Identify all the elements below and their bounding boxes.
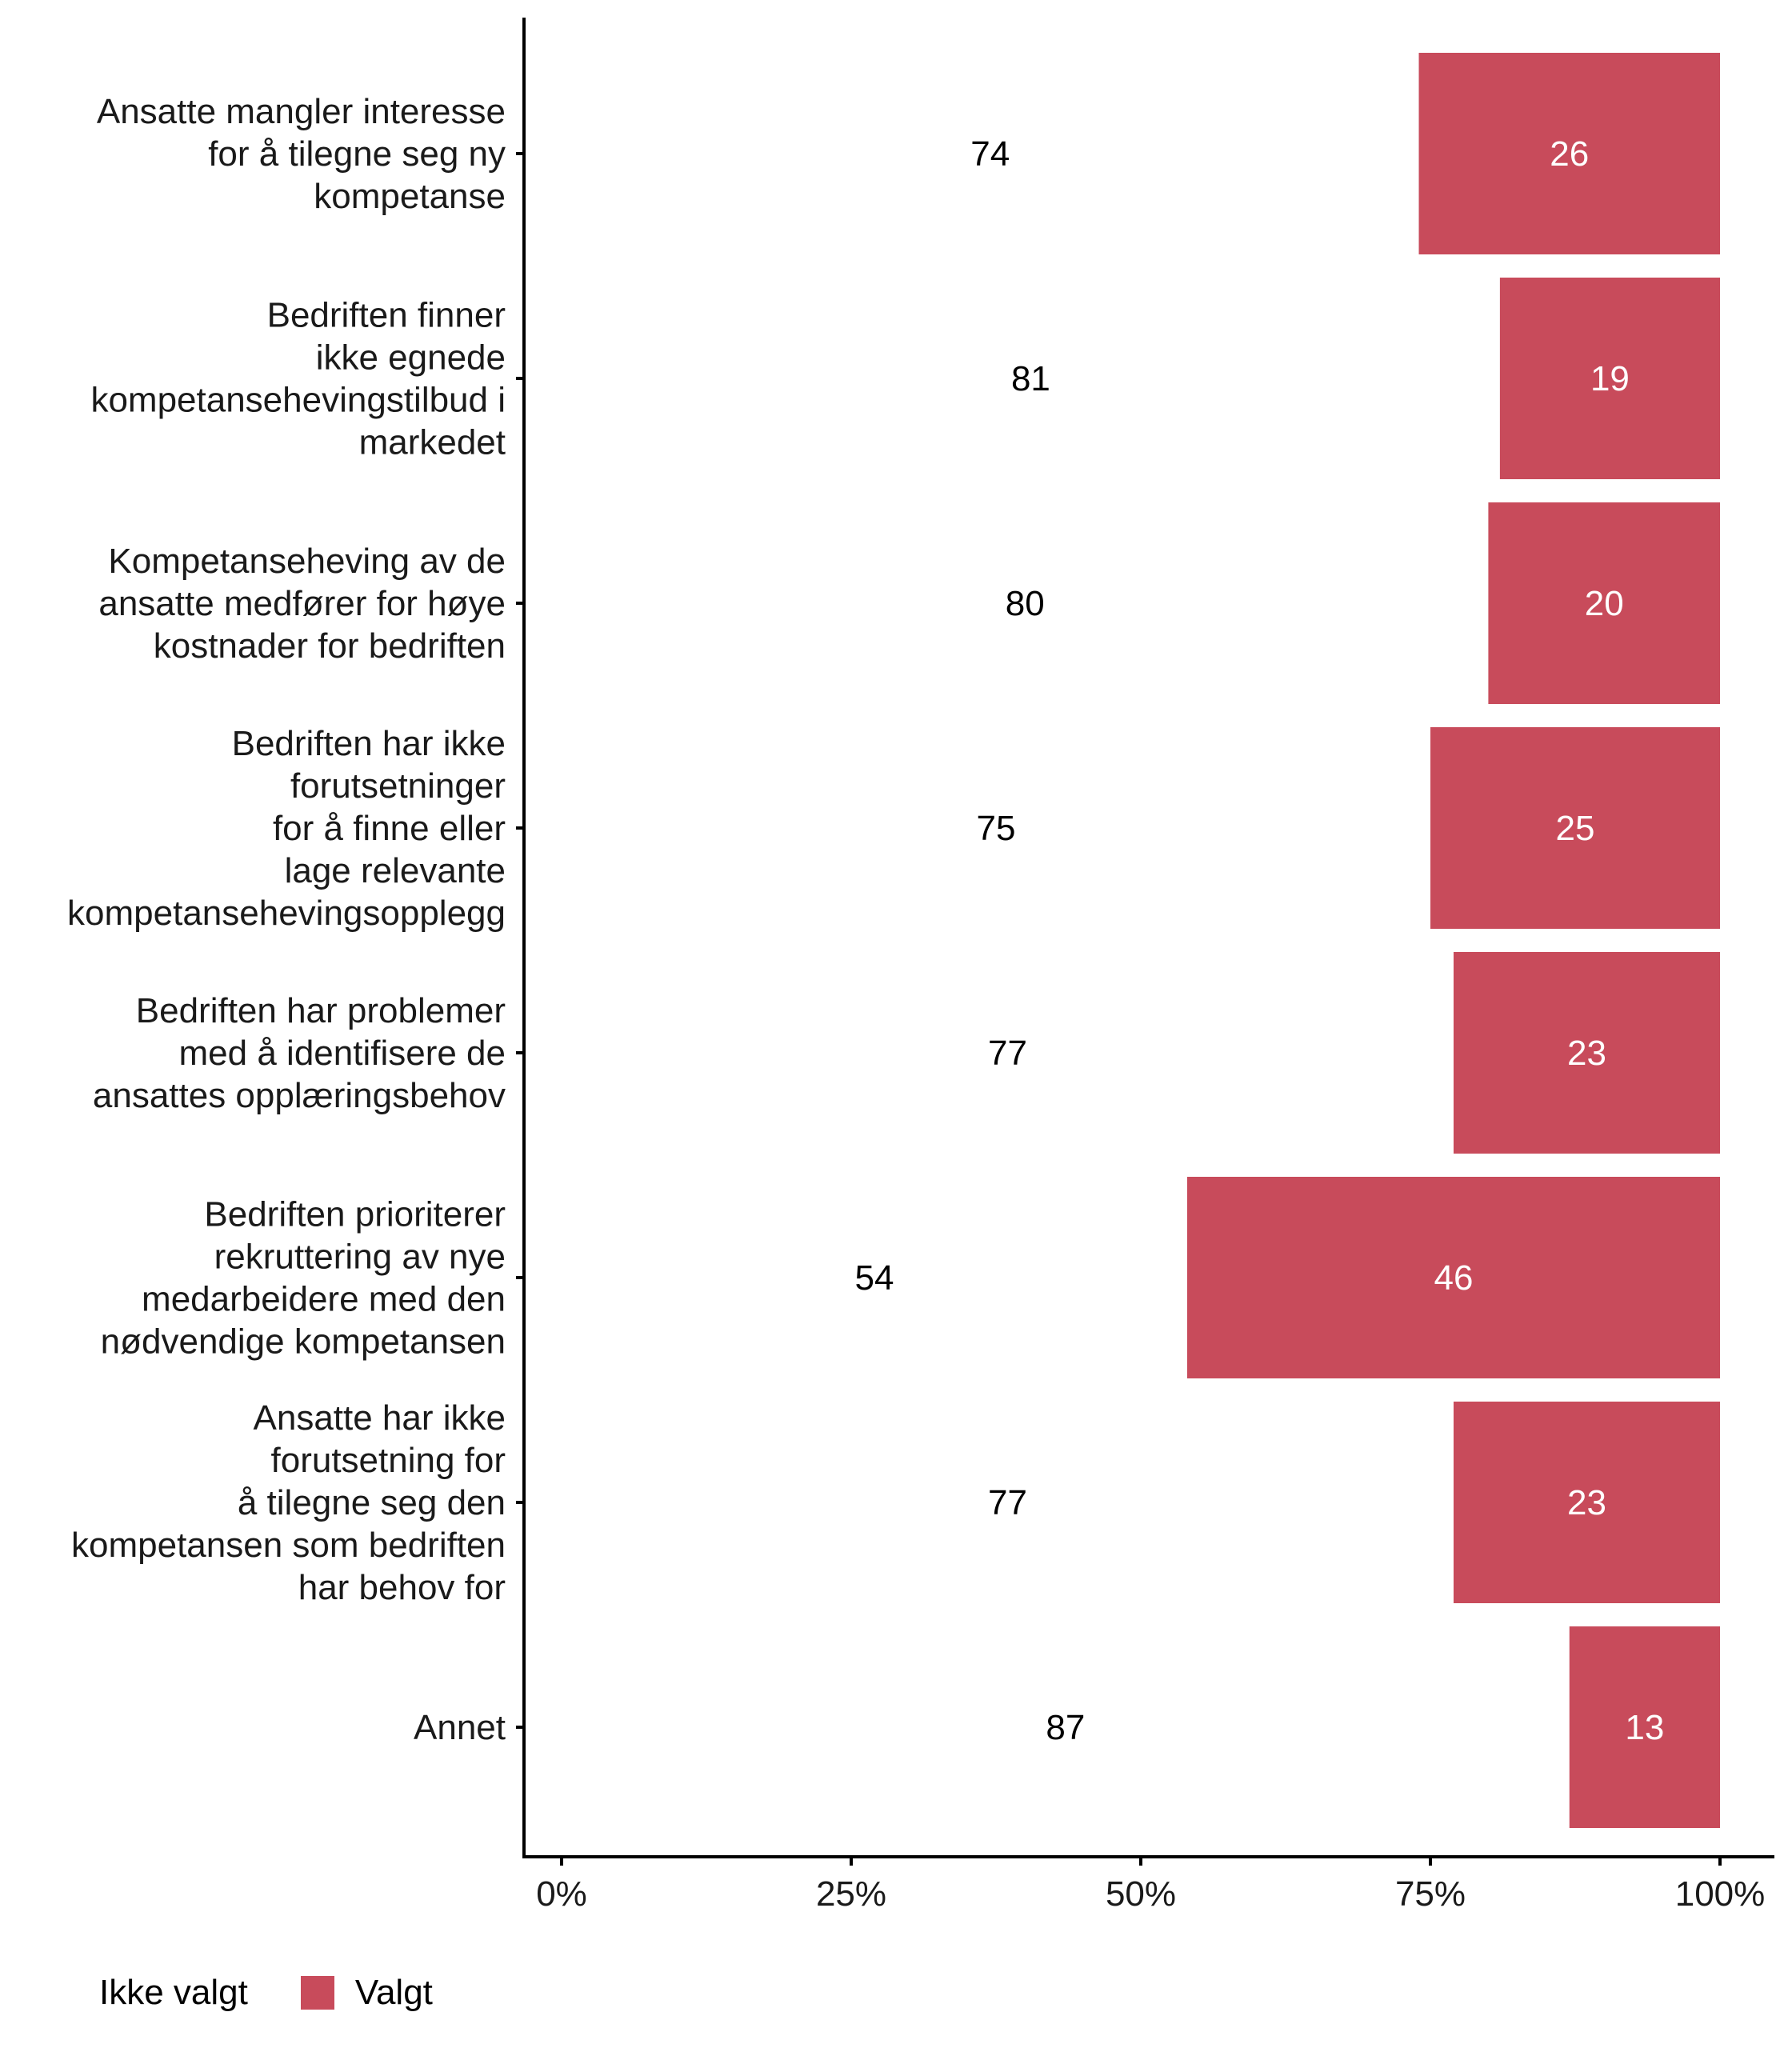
stacked-bar-chart: 74 26 81 19 80 20 75 25 77 23 54 46 77 23 87 13 Ansatte… bbox=[67, 18, 1774, 1914]
x-tick-label: 50% bbox=[1106, 1874, 1176, 1914]
data-label: 87 bbox=[1046, 1708, 1085, 1747]
legend-swatch-ikke-valgt bbox=[254, 1976, 278, 2010]
data-label: 26 bbox=[1550, 134, 1589, 174]
bar-valgt bbox=[1186, 1177, 1720, 1378]
legend-label: Valgt bbox=[354, 1973, 433, 2012]
category-label: Ansatte mangler interesse for å tilegne s… bbox=[97, 92, 506, 216]
data-label: 74 bbox=[970, 134, 1010, 174]
data-label: 75 bbox=[977, 809, 1016, 848]
legend-item-ikke-valgt: Ikke valgt bbox=[99, 1973, 285, 2013]
data-labels-layer: 74 26 81 19 80 20 75 25 77 23 54 46 77 23 87 13 bbox=[854, 134, 1664, 1747]
data-label: 19 bbox=[1590, 359, 1630, 398]
data-label: 25 bbox=[1556, 809, 1595, 848]
category-label: Annet bbox=[414, 1708, 506, 1747]
data-label: 23 bbox=[1567, 1483, 1606, 1522]
category-label: Bedriften har problemer med å identifiser… bbox=[93, 991, 506, 1115]
bars-layer bbox=[1186, 53, 1720, 1828]
data-label: 23 bbox=[1567, 1034, 1606, 1073]
bar-valgt bbox=[1453, 952, 1720, 1154]
legend-item-valgt: Valgt bbox=[285, 1973, 433, 2013]
bar-valgt bbox=[1488, 502, 1720, 704]
x-ticks-layer: 0% 25% 50% 75% 100% bbox=[536, 1857, 1765, 1914]
x-tick-label: 100% bbox=[1675, 1874, 1766, 1914]
data-label: 80 bbox=[1006, 584, 1045, 623]
legend-swatch-valgt bbox=[300, 1976, 334, 2010]
data-label: 77 bbox=[988, 1034, 1027, 1073]
category-label: Bedriften prioriterer rekruttering av nye… bbox=[101, 1195, 506, 1362]
category-labels-layer: Ansatte mangler interesse for å tilegne s… bbox=[67, 92, 506, 1747]
data-label: 46 bbox=[1434, 1258, 1473, 1298]
x-tick-label: 0% bbox=[536, 1874, 587, 1914]
axes-layer bbox=[516, 18, 1774, 1858]
bar-valgt bbox=[1430, 727, 1720, 929]
x-tick-label: 75% bbox=[1395, 1874, 1466, 1914]
data-label: 77 bbox=[988, 1483, 1027, 1522]
bar-valgt bbox=[1453, 1402, 1720, 1603]
data-label: 54 bbox=[854, 1258, 894, 1298]
x-tick-label: 25% bbox=[816, 1874, 886, 1914]
bar-valgt bbox=[1499, 278, 1720, 479]
legend-label: Ikke valgt bbox=[99, 1973, 248, 2012]
bar-valgt bbox=[1569, 1626, 1720, 1828]
data-label: 13 bbox=[1625, 1708, 1664, 1747]
legend: Ikke valgt Valgt bbox=[99, 1973, 433, 2013]
data-label: 81 bbox=[1011, 359, 1050, 398]
category-label: Ansatte har ikke forutsetning for å tilegn… bbox=[71, 1398, 506, 1607]
category-label: Kompetanseheving av de ansatte medfører f… bbox=[98, 542, 506, 666]
bar-valgt bbox=[1418, 53, 1720, 254]
category-label: Bedriften har ikke forutsetninger for å fi… bbox=[67, 724, 506, 933]
category-label: Bedriften finner ikke egnede kompetansehev… bbox=[90, 296, 506, 462]
data-label: 20 bbox=[1585, 584, 1624, 623]
